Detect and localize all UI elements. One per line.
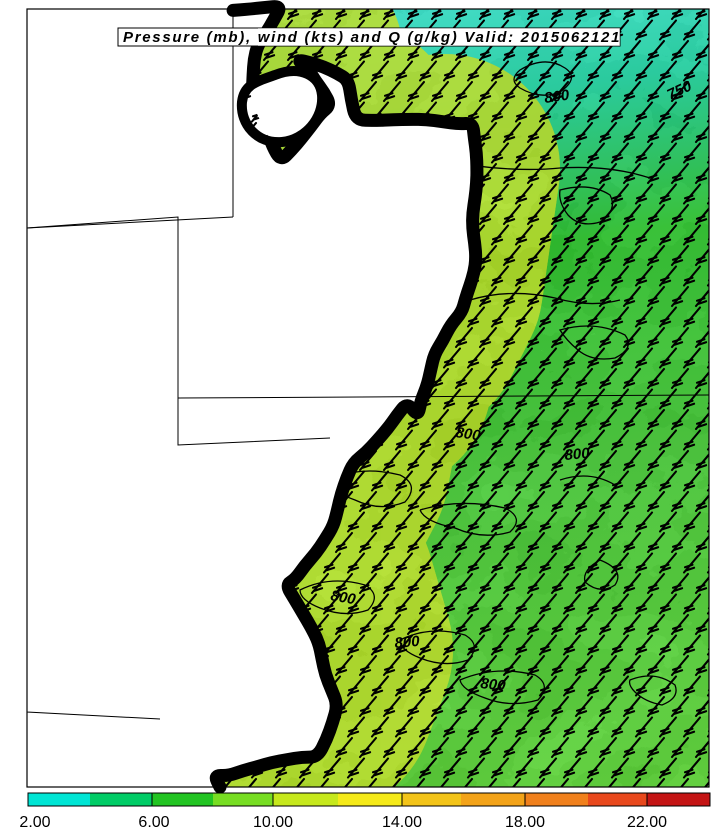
svg-text:800: 800 xyxy=(543,87,571,107)
svg-text:6.00: 6.00 xyxy=(138,814,169,831)
svg-text:800: 800 xyxy=(480,675,507,695)
svg-text:800: 800 xyxy=(394,633,421,652)
svg-text:2.00: 2.00 xyxy=(19,814,50,831)
svg-text:Pressure (mb), wind (kts) and: Pressure (mb), wind (kts) and Q (g/kg) V… xyxy=(123,29,621,46)
svg-text:14.00: 14.00 xyxy=(382,814,422,831)
svg-text:800: 800 xyxy=(454,424,482,444)
svg-text:18.00: 18.00 xyxy=(505,814,545,831)
svg-text:10.00: 10.00 xyxy=(253,814,293,831)
svg-text:800: 800 xyxy=(564,445,591,464)
svg-text:22.00: 22.00 xyxy=(627,814,667,831)
